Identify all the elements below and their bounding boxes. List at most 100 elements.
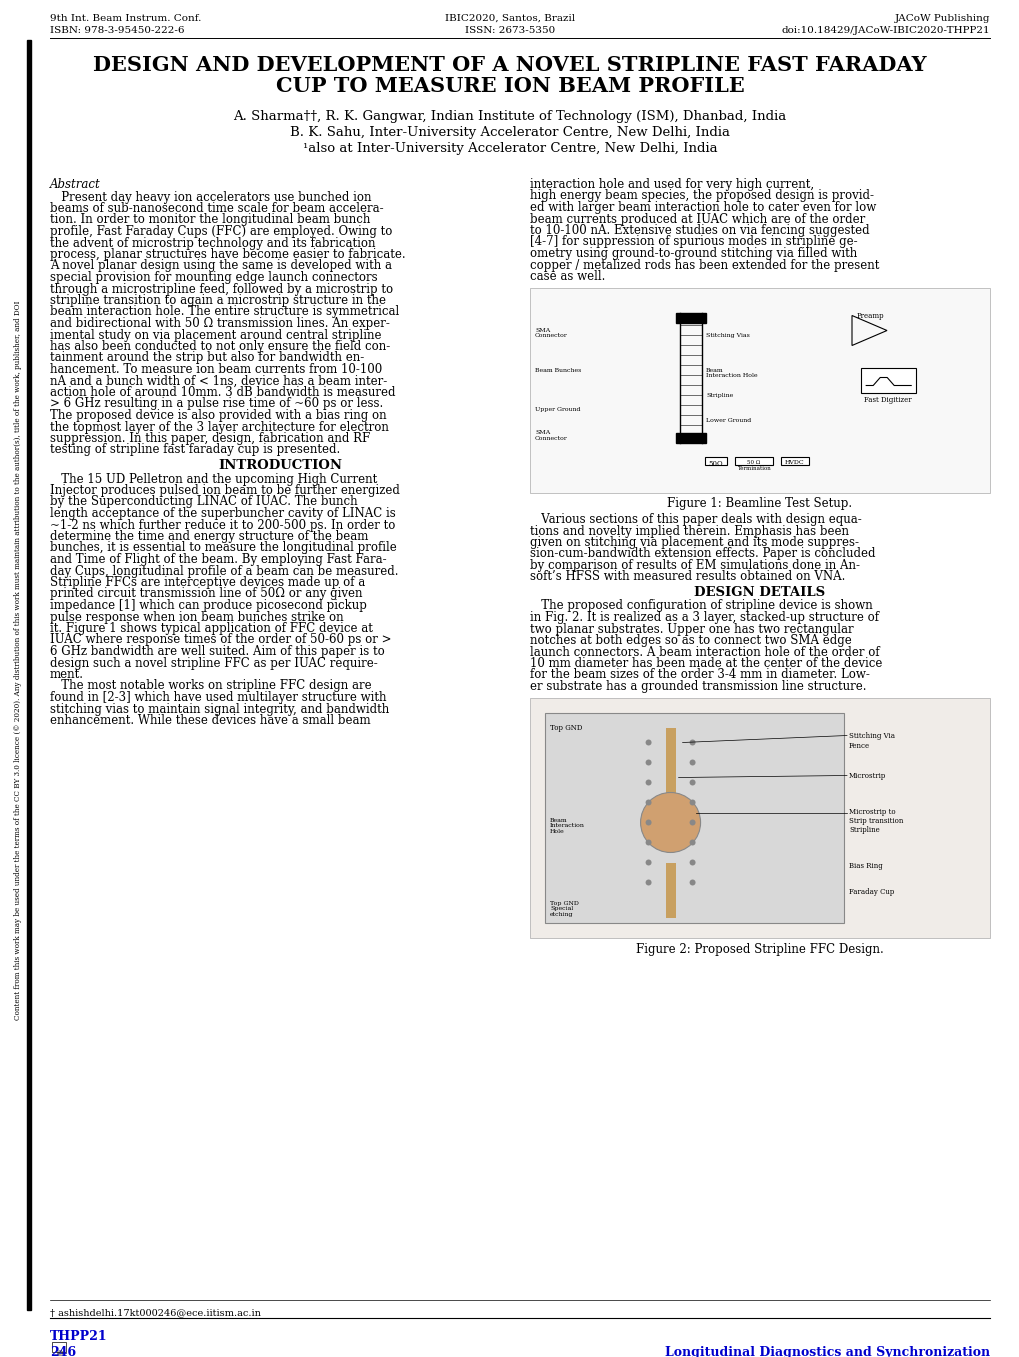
Text: The 15 UD Pelletron and the upcoming High Current: The 15 UD Pelletron and the upcoming Hig… <box>50 472 377 486</box>
Text: tainment around the strip but also for bandwidth en-: tainment around the strip but also for b… <box>50 351 364 365</box>
Text: tions and novelty implied therein. Emphasis has been: tions and novelty implied therein. Empha… <box>530 525 848 537</box>
Text: JACoW Publishing: JACoW Publishing <box>894 14 989 23</box>
Text: the topmost layer of the 3 layer architecture for electron: the topmost layer of the 3 layer archite… <box>50 421 388 433</box>
Text: beam interaction hole. The entire structure is symmetrical: beam interaction hole. The entire struct… <box>50 305 398 319</box>
Text: Stripline FFCs are interceptive devices made up of a: Stripline FFCs are interceptive devices … <box>50 575 365 589</box>
FancyBboxPatch shape <box>704 456 727 464</box>
Text: Beam
Interaction Hole: Beam Interaction Hole <box>705 368 757 379</box>
Text: Bias Ring: Bias Ring <box>848 863 881 870</box>
Text: CUP TO MEASURE ION BEAM PROFILE: CUP TO MEASURE ION BEAM PROFILE <box>275 76 744 96</box>
Text: bunches, it is essential to measure the longitudinal profile: bunches, it is essential to measure the … <box>50 541 396 555</box>
Text: Stitching Vias: Stitching Vias <box>705 332 749 338</box>
Text: interaction hole and used for very high current,: interaction hole and used for very high … <box>530 178 813 191</box>
Text: and Time of Flight of the beam. By employing Fast Fara-: and Time of Flight of the beam. By emplo… <box>50 554 386 566</box>
Text: The proposed device is also provided with a bias ring on: The proposed device is also provided wit… <box>50 408 386 422</box>
Text: B. K. Sahu, Inter-University Accelerator Centre, New Delhi, India: B. K. Sahu, Inter-University Accelerator… <box>289 126 730 138</box>
Circle shape <box>689 760 695 765</box>
Text: sion-cum-bandwidth extension effects. Paper is concluded: sion-cum-bandwidth extension effects. Pa… <box>530 547 874 560</box>
Circle shape <box>689 840 695 845</box>
Text: through a microstripline feed, followed by a microstrip to: through a microstripline feed, followed … <box>50 282 392 296</box>
Text: Stitching Via
Fence: Stitching Via Fence <box>848 733 894 749</box>
Text: soft’s HFSS with measured results obtained on VNA.: soft’s HFSS with measured results obtain… <box>530 570 845 584</box>
Circle shape <box>645 779 651 786</box>
Text: tion. In order to monitor the longitudinal beam bunch: tion. In order to monitor the longitudin… <box>50 213 370 227</box>
Text: Faraday Cup: Faraday Cup <box>848 887 894 896</box>
Text: length acceptance of the superbuncher cavity of LINAC is: length acceptance of the superbuncher ca… <box>50 508 395 520</box>
Text: copper / metalized rods has been extended for the present: copper / metalized rods has been extende… <box>530 258 878 271</box>
Circle shape <box>645 740 651 745</box>
Bar <box>665 863 675 917</box>
Text: Upper Ground: Upper Ground <box>535 407 580 413</box>
Text: SMA
Connector: SMA Connector <box>535 430 568 441</box>
Text: A. Sharma††, R. K. Gangwar, Indian Institute of Technology (ISM), Dhanbad, India: A. Sharma††, R. K. Gangwar, Indian Insti… <box>233 110 786 123</box>
Text: impedance [1] which can produce picosecond pickup: impedance [1] which can produce picoseco… <box>50 598 367 612</box>
Text: SMA
Connector: SMA Connector <box>535 327 568 338</box>
Circle shape <box>640 792 700 852</box>
Text: Preamp: Preamp <box>856 312 883 319</box>
Text: Beam Bunches: Beam Bunches <box>535 368 581 373</box>
Circle shape <box>689 859 695 866</box>
Text: ~1-2 ns which further reduce it to 200-500 ps. In order to: ~1-2 ns which further reduce it to 200-5… <box>50 518 395 532</box>
Text: Stripline: Stripline <box>705 392 733 398</box>
Text: Figure 1: Beamline Test Setup.: Figure 1: Beamline Test Setup. <box>666 498 852 510</box>
Text: 50Ω: 50Ω <box>708 460 722 468</box>
Text: profile, Fast Faraday Cups (FFC) are employed. Owing to: profile, Fast Faraday Cups (FFC) are emp… <box>50 225 392 237</box>
Text: action hole of around 10mm. 3 dB bandwidth is measured: action hole of around 10mm. 3 dB bandwid… <box>50 385 395 399</box>
Text: two planar substrates. Upper one has two rectangular: two planar substrates. Upper one has two… <box>530 623 853 635</box>
Text: given on stitching via placement and its mode suppres-: given on stitching via placement and its… <box>530 536 858 550</box>
Text: beams of sub-nanosecond time scale for beam accelera-: beams of sub-nanosecond time scale for b… <box>50 202 383 214</box>
Text: has also been conducted to not only ensure the field con-: has also been conducted to not only ensu… <box>50 341 390 353</box>
Text: Microstrip to
Strip transition
Stripline: Microstrip to Strip transition Stripline <box>848 807 903 835</box>
Text: to 10-100 nA. Extensive studies on via fencing suggested: to 10-100 nA. Extensive studies on via f… <box>530 224 869 237</box>
Text: Top GND
Special
etching: Top GND Special etching <box>549 901 579 917</box>
Text: [4-7] for suppression of spurious modes in stripline ge-: [4-7] for suppression of spurious modes … <box>530 236 857 248</box>
Text: process, planar structures have become easier to fabricate.: process, planar structures have become e… <box>50 248 406 261</box>
Text: nA and a bunch width of < 1ns, device has a beam inter-: nA and a bunch width of < 1ns, device ha… <box>50 375 387 388</box>
Circle shape <box>689 820 695 825</box>
Circle shape <box>645 879 651 886</box>
Text: HVDC: HVDC <box>785 460 804 465</box>
Text: INTRODUCTION: INTRODUCTION <box>218 459 341 472</box>
Text: the advent of microstrip technology and its fabrication: the advent of microstrip technology and … <box>50 236 375 250</box>
Text: Beam
Interaction
Hole: Beam Interaction Hole <box>549 817 584 835</box>
Circle shape <box>689 740 695 745</box>
Text: enhancement. While these devices have a small beam: enhancement. While these devices have a … <box>50 714 370 727</box>
FancyBboxPatch shape <box>530 697 989 938</box>
Text: by the Superconducting LINAC of IUAC. The bunch: by the Superconducting LINAC of IUAC. Th… <box>50 495 358 509</box>
Text: 50 Ω
Termination: 50 Ω Termination <box>736 460 770 471</box>
Circle shape <box>689 779 695 786</box>
Text: day Cups, longitudinal profile of a beam can be measured.: day Cups, longitudinal profile of a beam… <box>50 565 398 578</box>
Circle shape <box>645 840 651 845</box>
Text: ometry using ground-to-ground stitching via filled with: ometry using ground-to-ground stitching … <box>530 247 856 261</box>
Circle shape <box>645 760 651 765</box>
Text: ed with larger beam interaction hole to cater even for low: ed with larger beam interaction hole to … <box>530 201 875 214</box>
Text: IUAC where response times of the order of 50-60 ps or >: IUAC where response times of the order o… <box>50 634 391 646</box>
Text: testing of stripline fast faraday cup is presented.: testing of stripline fast faraday cup is… <box>50 444 340 456</box>
Text: suppression. In this paper, design, fabrication and RF: suppression. In this paper, design, fabr… <box>50 432 370 445</box>
Text: and bidirectional with 50 Ω transmission lines. An exper-: and bidirectional with 50 Ω transmission… <box>50 318 389 330</box>
Text: Longitudinal Diagnostics and Synchronization: Longitudinal Diagnostics and Synchroniza… <box>664 1346 989 1357</box>
Text: Top GND: Top GND <box>549 725 582 733</box>
Bar <box>676 433 705 442</box>
Text: in Fig. 2. It is realized as a 3 layer, stacked-up structure of: in Fig. 2. It is realized as a 3 layer, … <box>530 611 878 624</box>
Text: A novel planar design using the same is developed with a: A novel planar design using the same is … <box>50 259 391 273</box>
Bar <box>665 727 675 792</box>
Text: printed circuit transmission line of 50Ω or any given: printed circuit transmission line of 50Ω… <box>50 588 362 601</box>
Text: Figure 2: Proposed Stripline FFC Design.: Figure 2: Proposed Stripline FFC Design. <box>636 943 883 955</box>
Text: special provision for mounting edge launch connectors: special provision for mounting edge laun… <box>50 271 377 284</box>
FancyBboxPatch shape <box>860 368 915 392</box>
Text: Abstract: Abstract <box>50 178 101 191</box>
Text: launch connectors. A beam interaction hole of the order of: launch connectors. A beam interaction ho… <box>530 646 878 658</box>
Text: Present day heavy ion accelerators use bunched ion: Present day heavy ion accelerators use b… <box>50 190 371 204</box>
Text: Lower Ground: Lower Ground <box>705 418 751 422</box>
Text: pulse response when ion beam bunches strike on: pulse response when ion beam bunches str… <box>50 611 343 623</box>
Text: doi:10.18429/JACoW-IBIC2020-THPP21: doi:10.18429/JACoW-IBIC2020-THPP21 <box>781 26 989 35</box>
Bar <box>676 312 705 323</box>
Text: 10 mm diameter has been made at the center of the device: 10 mm diameter has been made at the cent… <box>530 657 881 670</box>
Text: Various sections of this paper deals with design equa-: Various sections of this paper deals wit… <box>530 513 861 527</box>
Text: stripline transition to again a microstrip structure in the: stripline transition to again a microstr… <box>50 294 385 307</box>
Text: 246: 246 <box>50 1346 76 1357</box>
Text: it. Figure 1 shows typical application of FFC device at: it. Figure 1 shows typical application o… <box>50 622 373 635</box>
Text: DESIGN DETAILS: DESIGN DETAILS <box>694 586 824 598</box>
Bar <box>544 712 843 923</box>
